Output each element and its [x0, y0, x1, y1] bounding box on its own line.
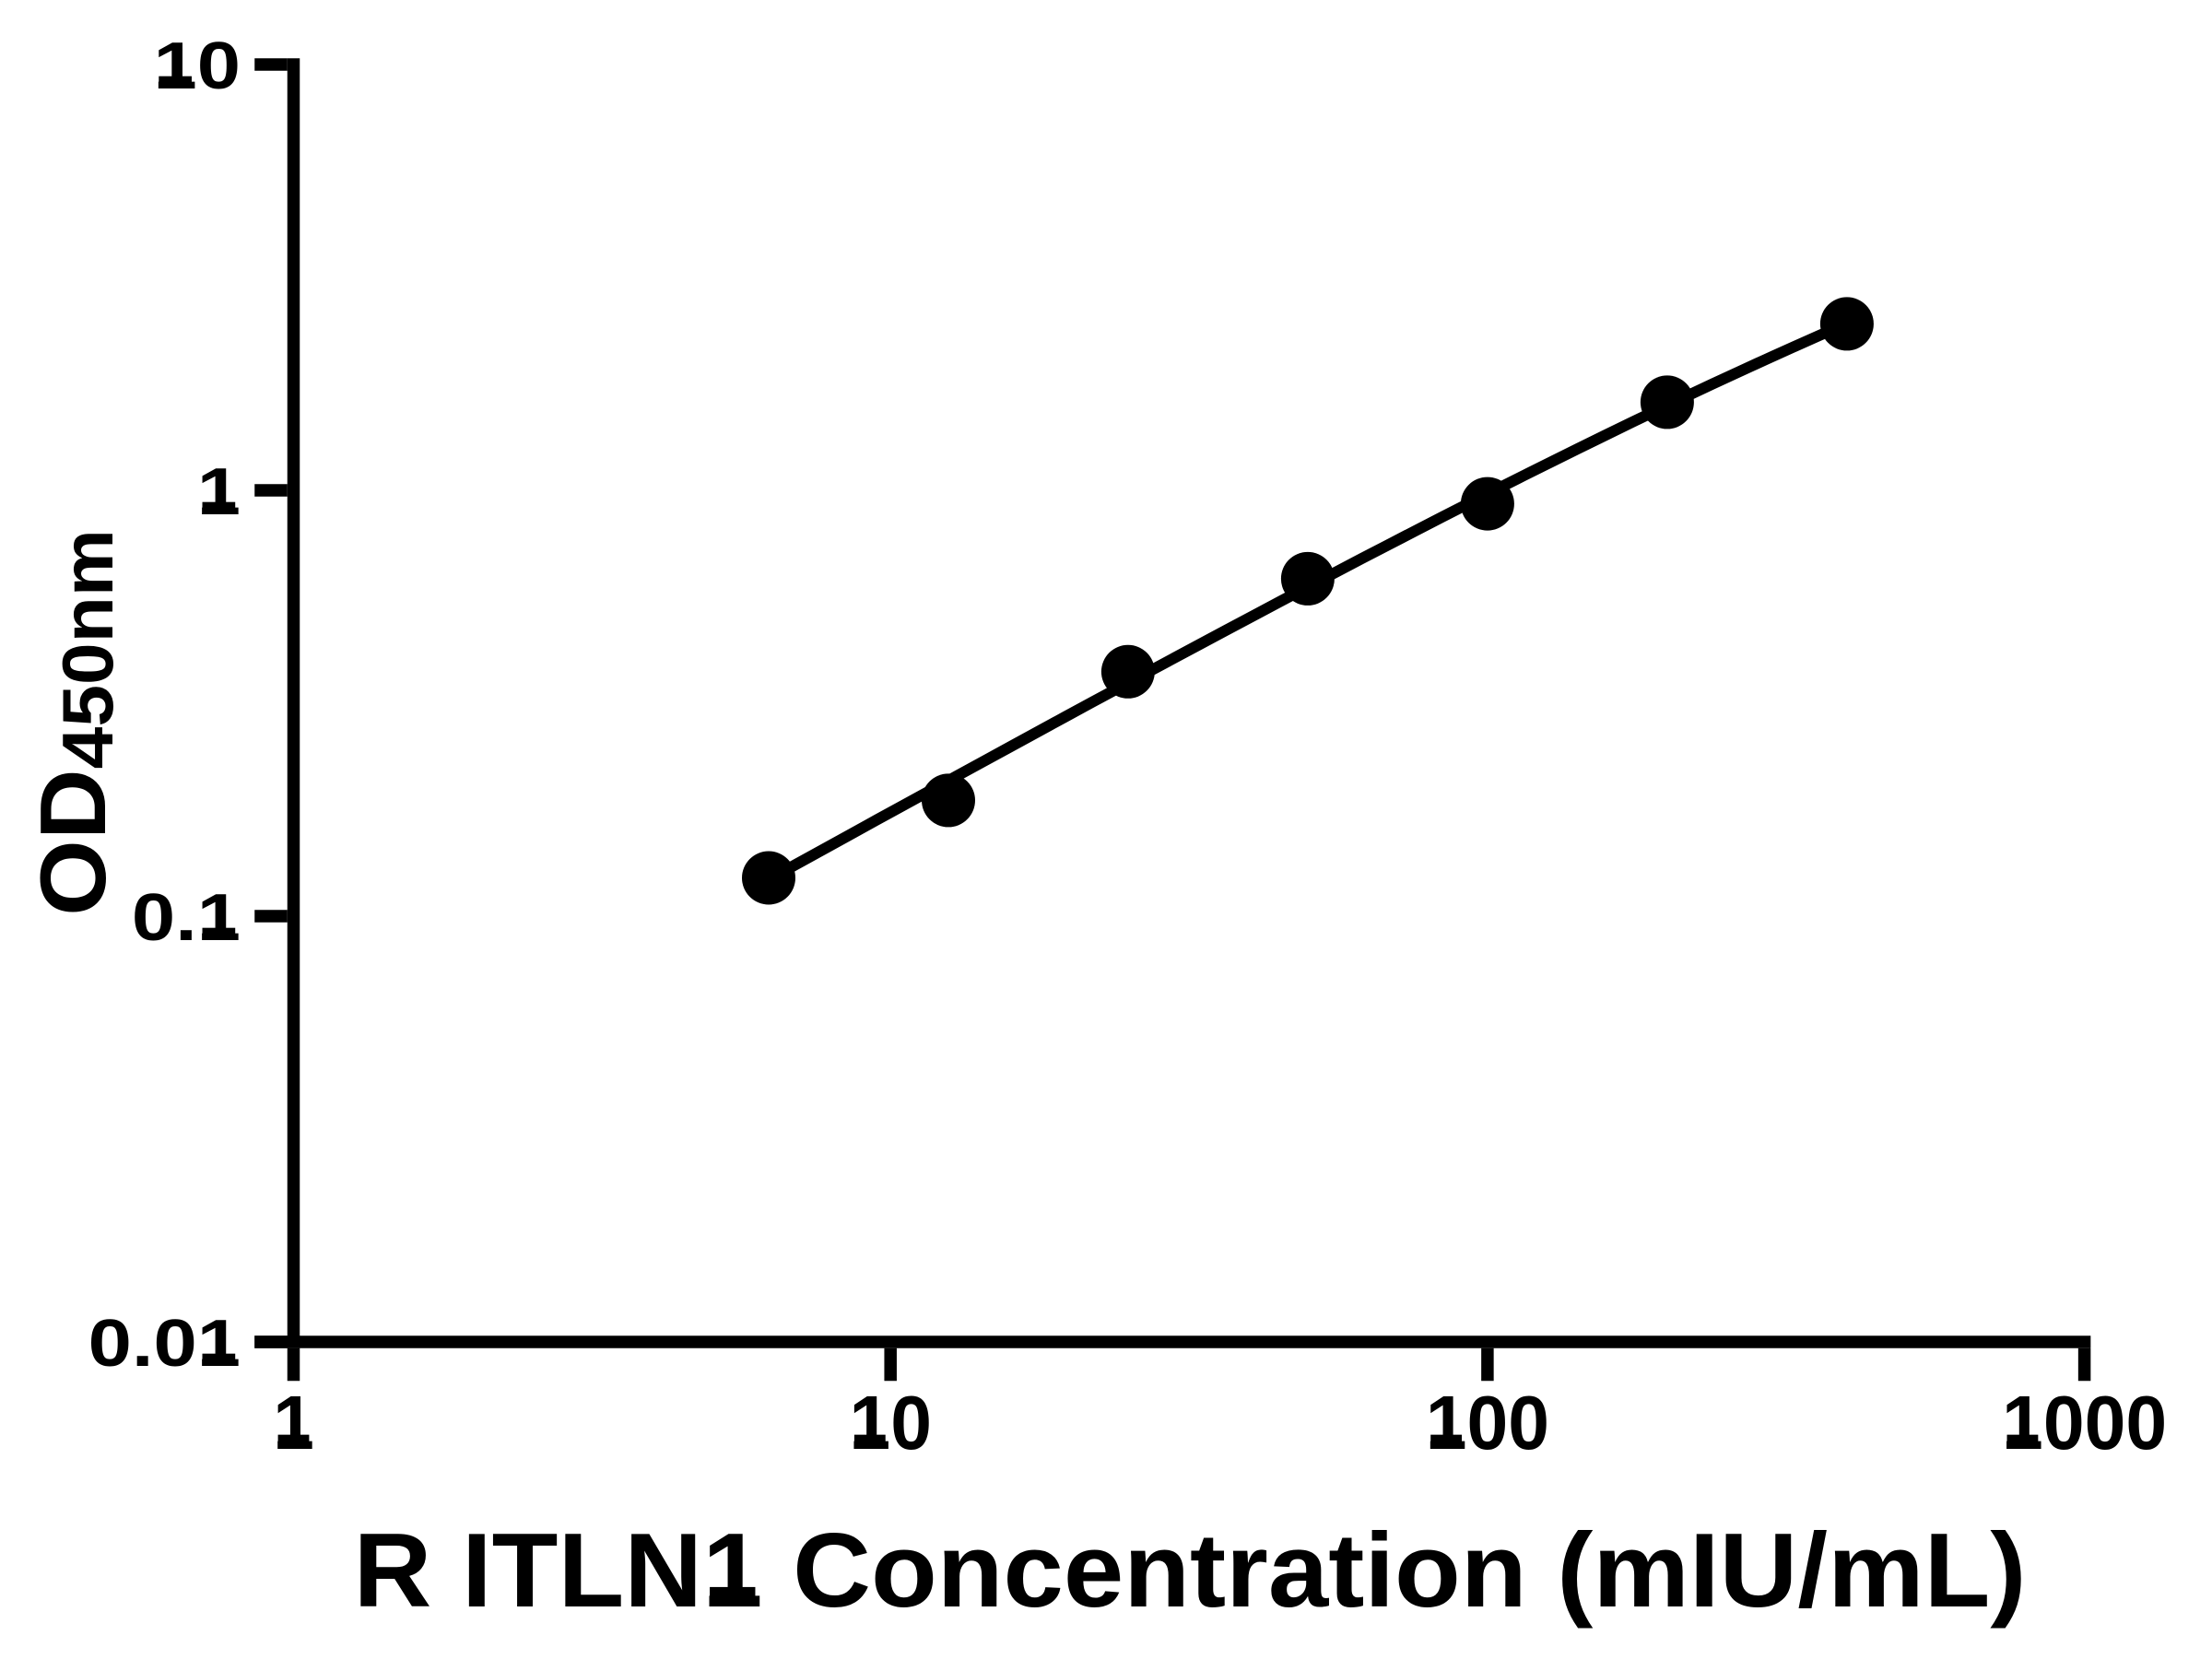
- y-axis: 0.01 0.1 1 10: [88, 29, 300, 1381]
- x-axis-title: R ITLN1 Concentration (mIU/mL): [353, 1512, 2026, 1630]
- x-tick-label-group: 1000: [2002, 1381, 2167, 1465]
- digit-one-foot: [710, 1586, 756, 1606]
- x-tick-mark: [1481, 1347, 1494, 1382]
- data-point: [1819, 297, 1874, 351]
- x-tick-label: 100: [1426, 1381, 1549, 1465]
- digit-one-foot: [853, 1434, 886, 1449]
- y-axis-line: [287, 58, 300, 1348]
- x-tick-label: 1000: [2002, 1381, 2167, 1465]
- x-tick-mark: [2077, 1347, 2091, 1382]
- digit-one-foot: [202, 927, 236, 940]
- y-tick-label: 0.1: [132, 880, 241, 954]
- y-tick-label-group: 10: [154, 29, 241, 102]
- data-point: [1100, 644, 1155, 699]
- digit-one-foot: [1430, 1434, 1463, 1449]
- data-point: [922, 773, 975, 828]
- y-tick-mark: [254, 484, 288, 497]
- y-axis-title-subscript: 450nm: [47, 529, 128, 769]
- x-tick-label-group: 1: [273, 1381, 314, 1465]
- y-tick-label-group: 0.1: [132, 880, 241, 954]
- y-tick-label-group: 0.01: [88, 1306, 241, 1380]
- x-axis-title-group: R ITLN1 Concentration (mIU/mL): [353, 1512, 2026, 1630]
- y-tick-mark: [254, 58, 288, 71]
- y-axis-title-group: OD450nm: [20, 529, 127, 916]
- data-point: [1460, 477, 1514, 531]
- x-axis-tick-labels: 1 10 100 1000: [273, 1381, 2167, 1465]
- data-point: [1640, 375, 1694, 429]
- y-tick-mark: [254, 910, 288, 923]
- data-points: [742, 297, 1874, 905]
- x-axis-ticks: [287, 1347, 2091, 1382]
- digit-one-foot: [202, 1353, 236, 1366]
- data-point: [742, 851, 795, 905]
- digit-one-foot: [159, 76, 192, 88]
- y-tick-label: 1: [197, 454, 241, 528]
- y-axis-title: OD450nm: [20, 529, 127, 916]
- y-axis-title-base: OD: [20, 769, 124, 916]
- digit-one-foot: [202, 501, 236, 514]
- x-axis: 1 10 100 1000: [254, 1335, 2167, 1465]
- digit-one-foot: [2006, 1434, 2039, 1449]
- data-point: [1280, 551, 1335, 606]
- x-tick-label: 1: [273, 1381, 314, 1465]
- digit-one-foot: [277, 1434, 310, 1449]
- y-tick-label: 0.01: [88, 1306, 241, 1380]
- x-tick-label-group: 10: [849, 1381, 932, 1465]
- y-tick-label-group: 1: [197, 454, 241, 528]
- x-tick-mark: [884, 1347, 897, 1382]
- x-axis-line: [254, 1335, 2091, 1348]
- x-tick-label: 10: [849, 1381, 932, 1465]
- y-tick-label: 10: [154, 29, 241, 102]
- x-tick-label-group: 100: [1426, 1381, 1549, 1465]
- y-axis-tick-labels: 0.01 0.1 1 10: [88, 29, 241, 1380]
- x-tick-mark: [287, 1347, 300, 1382]
